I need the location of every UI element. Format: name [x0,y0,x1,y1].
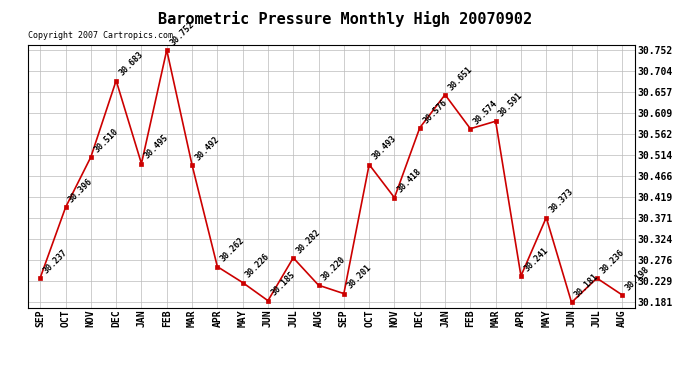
Text: 30.185: 30.185 [269,270,297,298]
Text: 30.510: 30.510 [92,127,120,154]
Text: 30.282: 30.282 [295,228,322,255]
Text: 30.262: 30.262 [219,236,246,264]
Text: 30.574: 30.574 [472,98,500,126]
Text: 30.651: 30.651 [446,64,474,92]
Text: 30.226: 30.226 [244,252,272,280]
Text: 30.201: 30.201 [345,263,373,291]
Text: Copyright 2007 Cartropics.com: Copyright 2007 Cartropics.com [28,31,172,40]
Text: 30.418: 30.418 [396,167,424,195]
Text: 30.576: 30.576 [421,98,448,125]
Text: 30.752: 30.752 [168,20,196,47]
Text: 30.492: 30.492 [193,135,221,162]
Text: 30.236: 30.236 [598,248,626,275]
Text: 30.237: 30.237 [41,248,69,275]
Text: 30.241: 30.241 [522,246,550,273]
Text: 30.493: 30.493 [371,134,398,162]
Text: Barometric Pressure Monthly High 20070902: Barometric Pressure Monthly High 2007090… [158,11,532,27]
Text: 30.181: 30.181 [573,272,600,300]
Text: 30.683: 30.683 [117,50,145,78]
Text: 30.198: 30.198 [624,265,651,292]
Text: 30.591: 30.591 [497,91,524,118]
Text: 30.220: 30.220 [320,255,348,282]
Text: 30.396: 30.396 [67,177,95,205]
Text: 30.373: 30.373 [548,187,575,215]
Text: 30.495: 30.495 [143,133,170,161]
